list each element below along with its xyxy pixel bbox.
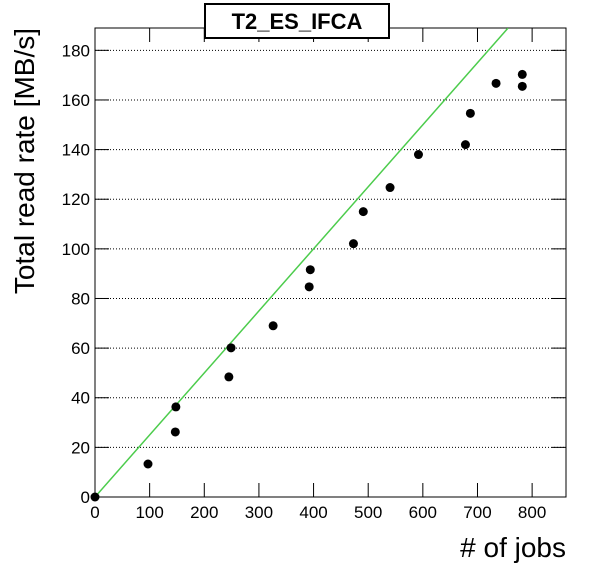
point [348, 239, 358, 249]
point [491, 78, 501, 88]
x-tick-label: 500 [354, 503, 382, 522]
point [268, 321, 278, 331]
y-tick-label: 0 [81, 488, 90, 507]
point [358, 207, 368, 217]
point [517, 81, 527, 91]
x-tick-label: 600 [409, 503, 437, 522]
y-tick-label: 100 [62, 240, 90, 259]
y-tick-label: 40 [71, 389, 90, 408]
x-axis-label: # of jobs [460, 532, 566, 563]
title-box [204, 3, 390, 39]
point [517, 69, 527, 79]
y-tick-label: 160 [62, 91, 90, 110]
y-tick-label: 120 [62, 190, 90, 209]
y-tick-label: 180 [62, 41, 90, 60]
point [413, 150, 423, 160]
point [224, 372, 234, 382]
point [171, 402, 181, 412]
chart-title: T2_ES_IFCA [232, 9, 363, 34]
x-tick-label: 300 [245, 503, 273, 522]
x-tick-label: 0 [90, 503, 99, 522]
point [304, 282, 314, 292]
point [170, 427, 180, 437]
point [305, 265, 315, 275]
x-tick-label: 700 [463, 503, 491, 522]
y-tick-label: 20 [71, 438, 90, 457]
x-tick-label: 200 [190, 503, 218, 522]
x-tick-label: 100 [135, 503, 163, 522]
point [226, 343, 236, 353]
y-tick-label: 140 [62, 141, 90, 160]
y-axis-label: Total read rate [MB/s] [9, 28, 40, 294]
x-tick-label: 400 [299, 503, 327, 522]
y-tick-label: 80 [71, 289, 90, 308]
point [460, 140, 470, 150]
point [465, 108, 475, 118]
point [385, 183, 395, 193]
x-tick-label: 800 [518, 503, 546, 522]
y-tick-label: 60 [71, 339, 90, 358]
point [143, 459, 153, 469]
fit-line [95, 28, 509, 497]
point [90, 492, 100, 502]
